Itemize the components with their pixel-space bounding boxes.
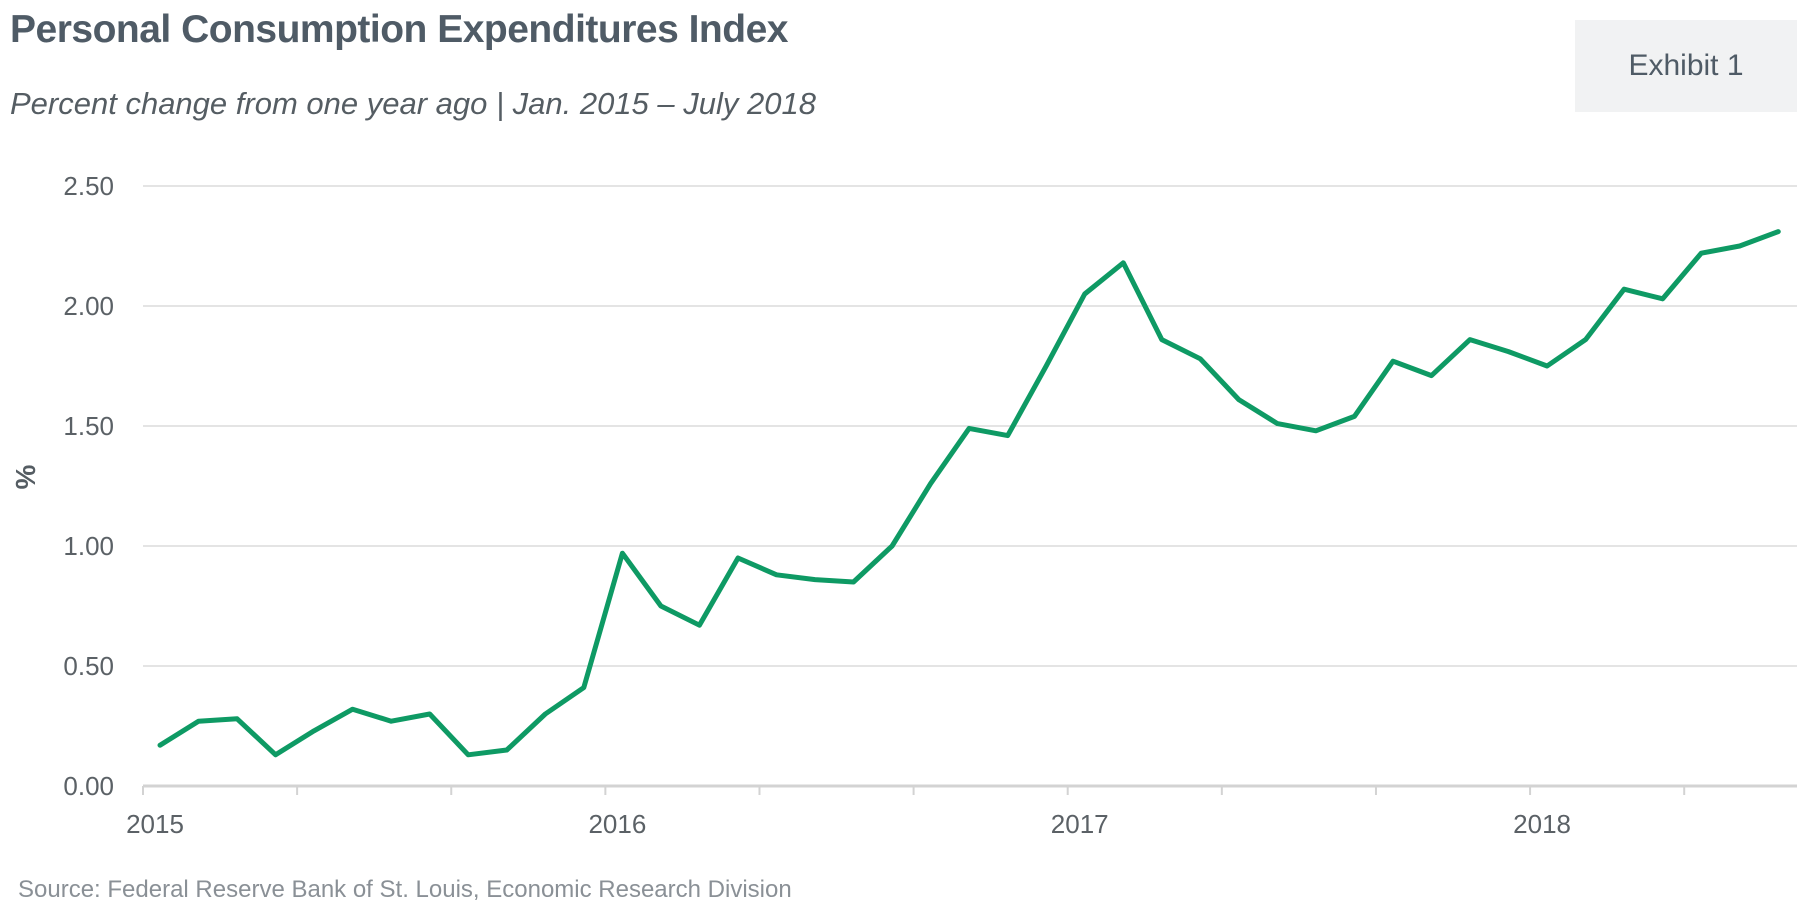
- y-axis-label: %: [10, 464, 41, 489]
- y-tick-label: 1.50: [63, 411, 114, 441]
- series-line: [157, 229, 1781, 758]
- y-tick-label: 2.00: [63, 291, 114, 321]
- x-tick-label: 2018: [1513, 809, 1571, 839]
- series-group: [157, 229, 1781, 758]
- exhibit-badge: Exhibit 1: [1575, 20, 1797, 112]
- y-axis-ticks: 0.00 0.50 1.00 1.50 2.00 2.50: [63, 171, 114, 801]
- source-note: Source: Federal Reserve Bank of St. Loui…: [18, 876, 792, 903]
- x-tick-label: 2016: [588, 809, 646, 839]
- grid-lines: [143, 185, 1797, 667]
- x-tick-label: 2017: [1051, 809, 1109, 839]
- y-tick-label: 1.00: [63, 531, 114, 561]
- chart-title: Personal Consumption Expenditures Index: [10, 8, 788, 51]
- chart-subtitle: Percent change from one year ago | Jan. …: [10, 86, 816, 121]
- y-tick-label: 0.50: [63, 651, 114, 681]
- x-tick-label: 2015: [126, 809, 184, 839]
- x-axis: 2015 2016 2017 2018: [126, 784, 1797, 839]
- y-tick-label: 0.00: [63, 771, 114, 801]
- y-tick-label: 2.50: [63, 171, 114, 201]
